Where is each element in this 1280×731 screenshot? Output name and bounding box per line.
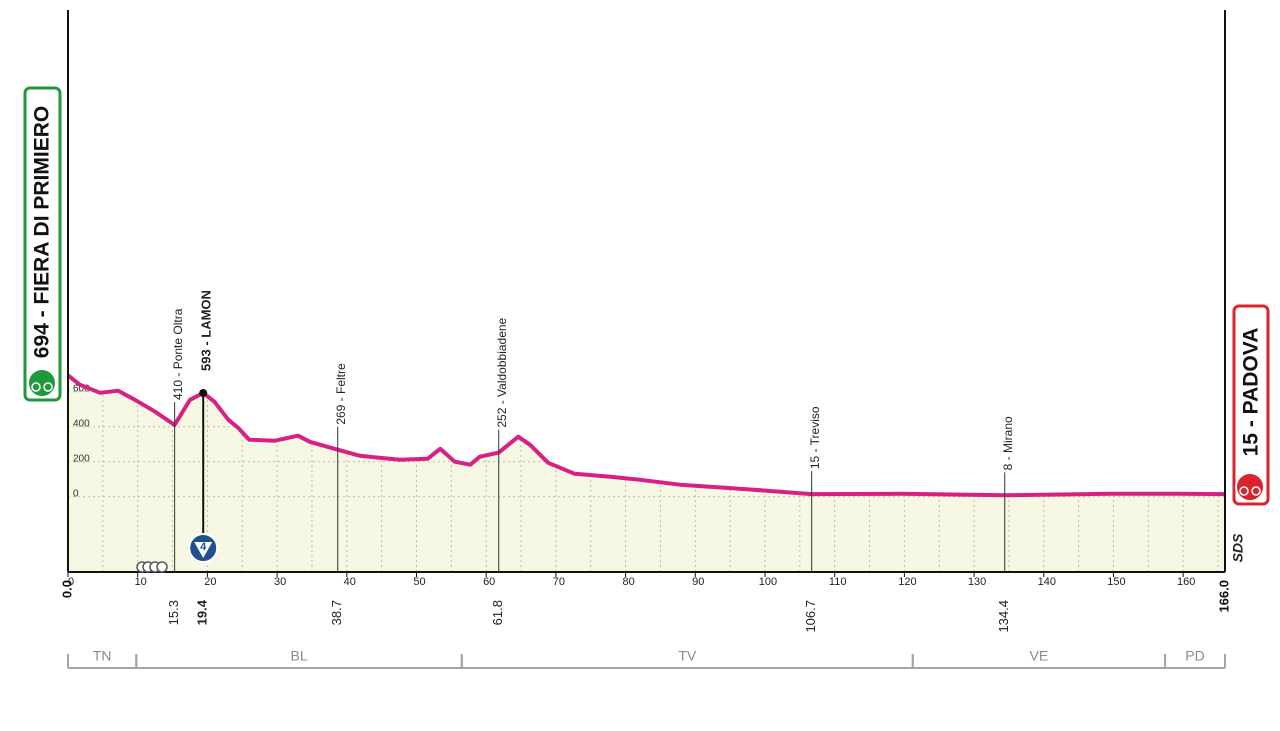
waypoint-km-label: 19.4 [195, 599, 210, 625]
region-label: TN [93, 648, 112, 664]
x-tick-label: 30 [274, 576, 286, 588]
x-tick-label: 60 [483, 576, 495, 588]
x-tick-label: 150 [1107, 576, 1125, 588]
finish-km-label: 166.0 [1216, 580, 1231, 613]
waypoint-km-label: 106.7 [803, 600, 818, 633]
x-tick-label: 70 [553, 576, 565, 588]
waypoint-dot [199, 388, 208, 397]
waypoint-km-label: 61.8 [490, 600, 505, 625]
x-tick-label: 20 [204, 576, 216, 588]
region-label: BL [290, 648, 307, 664]
profile-line [66, 373, 1226, 498]
start-km-label: 0.0 [59, 580, 74, 598]
finish-icon-wheel [1251, 486, 1261, 496]
waypoint-km-label: 134.4 [996, 600, 1011, 633]
start-box [23, 86, 62, 402]
finish-icon [1235, 472, 1265, 502]
profile-area [68, 375, 1225, 572]
x-tick-label: 50 [413, 576, 425, 588]
waypoint-label: 410 - Ponte Oltra [171, 308, 185, 400]
y-tick-label: 600 [73, 383, 90, 394]
waypoint-label: 593 - LAMON [199, 290, 214, 371]
waypoint-km-label: 38.7 [329, 600, 344, 625]
start-icon [27, 368, 57, 398]
x-tick-label: 80 [622, 576, 634, 588]
finish-box [1232, 304, 1270, 506]
waypoint-label: 8 - Mirano [1001, 416, 1015, 470]
x-tick-label: 120 [898, 576, 916, 588]
region-label: TV [678, 648, 697, 664]
start-icon-wheel [43, 382, 53, 392]
x-tick-label: 130 [968, 576, 986, 588]
y-tick-label: 0 [73, 488, 79, 499]
km-icons [136, 561, 168, 573]
region-label: PD [1185, 648, 1204, 664]
finish-icon-wheel [1239, 486, 1249, 496]
climb-category: 4 [200, 541, 207, 553]
start-label: 694 - FIERA DI PRIMIERO [31, 106, 54, 358]
region-label: VE [1030, 648, 1049, 664]
icon [156, 561, 168, 573]
x-tick-label: 160 [1177, 576, 1195, 588]
finish-label: 15 - PADOVA [1240, 328, 1263, 457]
waypoint-label: 15 - Treviso [808, 406, 822, 469]
x-tick-label: 140 [1038, 576, 1056, 588]
y-tick-label: 400 [73, 418, 90, 429]
x-tick-label: 90 [692, 576, 704, 588]
x-tick-label: 100 [759, 576, 777, 588]
x-tick-label: 40 [344, 576, 356, 588]
waypoint-km-label: 15.3 [166, 600, 181, 625]
climb-icon-triangle [194, 542, 213, 558]
start-icon-wheel [31, 382, 41, 392]
x-tick-label: 110 [829, 576, 847, 588]
waypoint-label: 252 - Valdobbiadene [495, 317, 509, 427]
x-tick-label: 0 [68, 576, 74, 588]
logo: SDS [1230, 533, 1246, 562]
x-tick-label: 10 [135, 576, 147, 588]
waypoint-label: 269 - Feltre [334, 363, 348, 425]
y-tick-label: 200 [73, 453, 90, 464]
